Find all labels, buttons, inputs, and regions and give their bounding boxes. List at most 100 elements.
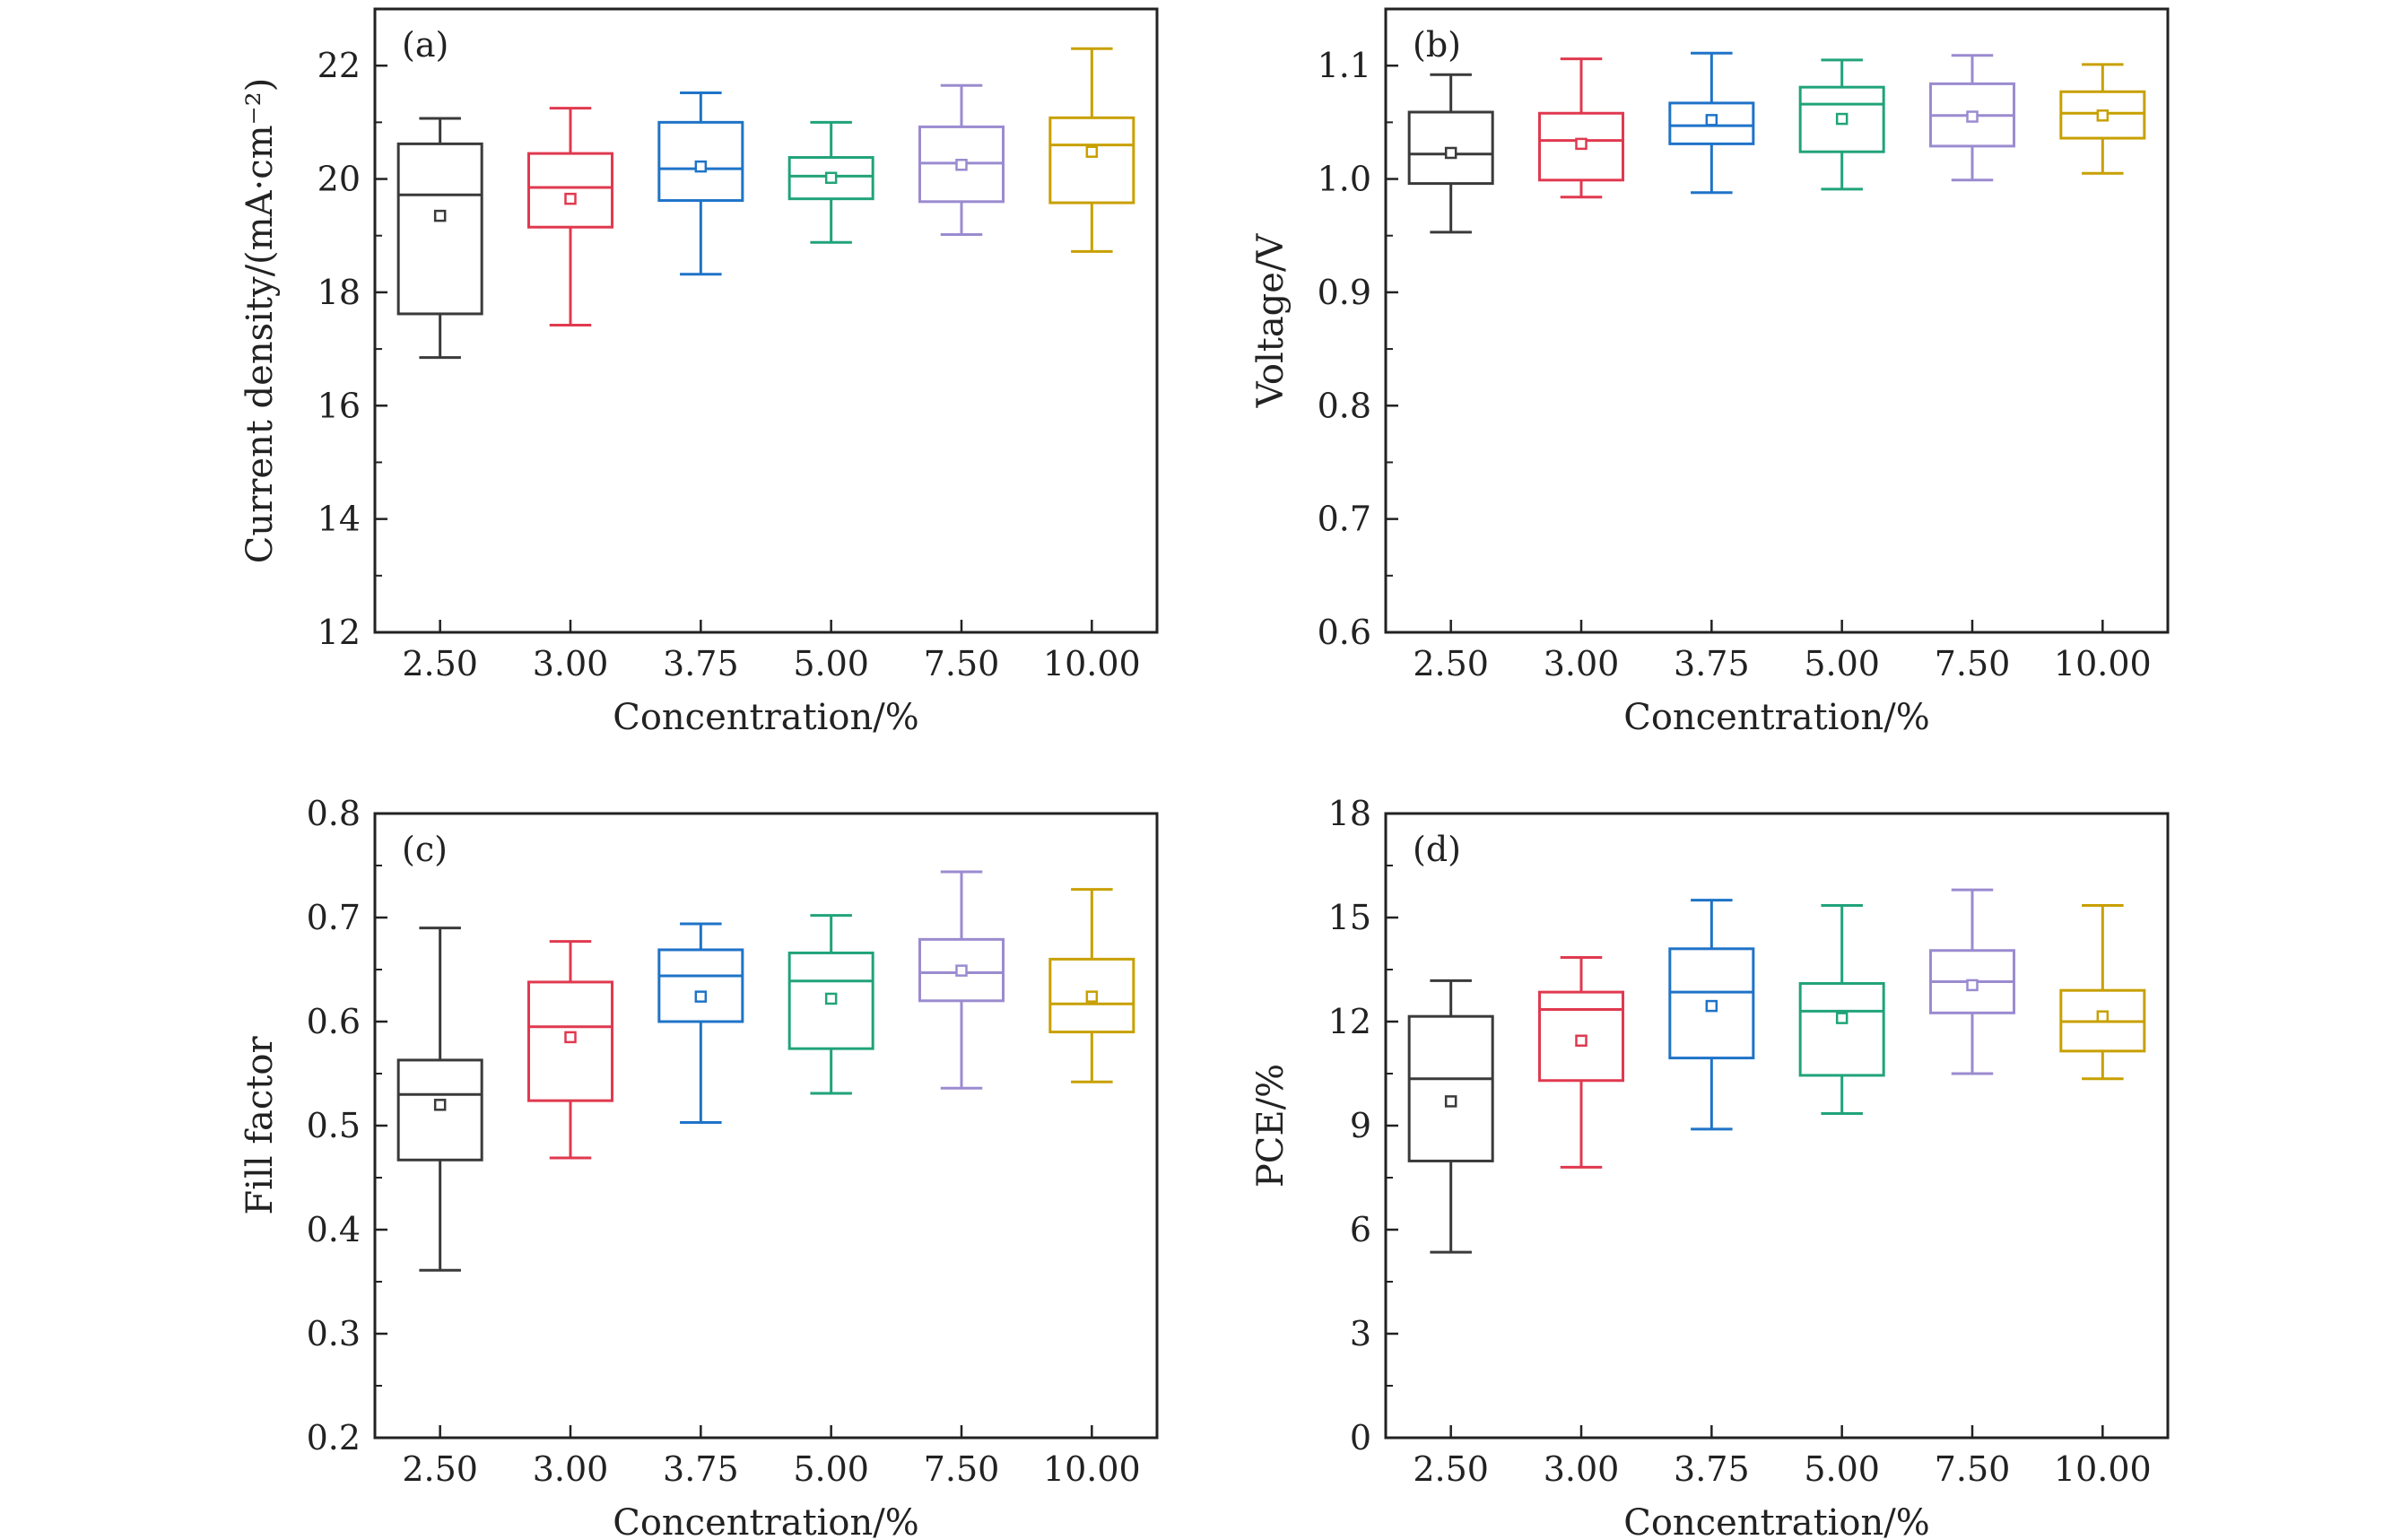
y-tick-label: 0.6 bbox=[307, 1002, 361, 1041]
y-axis-title: Current density/(mA·cm⁻²) bbox=[239, 78, 281, 564]
y-tick-label: 0.7 bbox=[307, 898, 361, 937]
mean-marker bbox=[1575, 137, 1588, 151]
mean-marker bbox=[694, 990, 708, 1003]
x-tick-label: 5.00 bbox=[1804, 644, 1880, 683]
y-tick-label: 18 bbox=[318, 273, 361, 312]
iqr-box bbox=[1407, 1014, 1494, 1162]
iqr-box bbox=[1048, 116, 1135, 204]
mean-marker bbox=[824, 171, 838, 185]
box-7-50 bbox=[918, 870, 1005, 1090]
y-axis-title: Fill factor bbox=[239, 1036, 281, 1215]
y-tick-label: 9 bbox=[1350, 1106, 1371, 1145]
mean-marker bbox=[955, 964, 968, 977]
panel-label: (b) bbox=[1413, 25, 1461, 65]
y-tick-label: 22 bbox=[318, 46, 361, 85]
box-5-00 bbox=[1798, 903, 1885, 1115]
x-tick-label: 3.75 bbox=[1674, 644, 1750, 683]
x-tick-label: 2.50 bbox=[1413, 644, 1489, 683]
x-tick-label: 3.75 bbox=[1674, 1449, 1750, 1489]
y-tick-label: 15 bbox=[1328, 898, 1371, 937]
mean-marker bbox=[1575, 1034, 1588, 1048]
mean-marker bbox=[564, 1031, 577, 1044]
box-2-50 bbox=[396, 927, 483, 1272]
y-tick-label: 0.2 bbox=[307, 1418, 361, 1457]
x-tick-label: 5.00 bbox=[793, 1449, 869, 1489]
box-2-50 bbox=[396, 117, 483, 360]
mean-marker bbox=[1966, 979, 1979, 992]
box-5-00 bbox=[787, 914, 874, 1095]
box-3-75 bbox=[657, 922, 744, 1125]
mean-marker bbox=[1835, 112, 1849, 126]
box-3-00 bbox=[1537, 57, 1625, 199]
x-axis-title: Concentration/% bbox=[613, 1502, 919, 1540]
box-2-50 bbox=[1407, 979, 1494, 1254]
iqr-box bbox=[787, 951, 874, 1050]
y-tick-label: 0.9 bbox=[1318, 273, 1371, 312]
iqr-box bbox=[526, 152, 614, 229]
y-tick-label: 0.3 bbox=[307, 1314, 361, 1353]
mean-marker bbox=[955, 159, 968, 171]
y-tick-label: 12 bbox=[1328, 1002, 1371, 1041]
box-3-00 bbox=[526, 940, 614, 1160]
plot-frame bbox=[373, 7, 1159, 634]
y-axis-title: PCE/% bbox=[1250, 1064, 1292, 1188]
mean-marker bbox=[1705, 999, 1718, 1013]
y-tick-label: 0.5 bbox=[307, 1106, 361, 1145]
mean-marker bbox=[1444, 146, 1457, 160]
box-3-75 bbox=[657, 91, 744, 276]
y-tick-label: 0.7 bbox=[1318, 500, 1371, 539]
x-tick-label: 5.00 bbox=[1804, 1449, 1880, 1489]
mean-marker bbox=[433, 209, 447, 222]
mean-marker bbox=[1085, 145, 1099, 158]
panel-d: 0 3 6 9 12 15 18 2.50 3.00 3.75 5.00 7.50 10.00 Conce… bbox=[1250, 794, 2170, 1540]
mean-marker bbox=[433, 1099, 447, 1111]
x-tick-label: 3.00 bbox=[533, 1449, 609, 1489]
y-tick-label: 6 bbox=[1350, 1210, 1371, 1249]
x-tick-label: 3.00 bbox=[533, 644, 609, 683]
x-axis-title: Concentration/% bbox=[1623, 697, 1930, 738]
x-tick-label: 10.00 bbox=[1043, 1449, 1141, 1489]
box-2-50 bbox=[1407, 73, 1494, 234]
iqr-box bbox=[657, 948, 744, 1023]
box-10-00 bbox=[1048, 47, 1135, 253]
y-tick-label: 0.8 bbox=[307, 794, 361, 833]
x-axis-title: Concentration/% bbox=[1623, 1502, 1930, 1540]
box-10-00 bbox=[2059, 63, 2146, 175]
box-3-00 bbox=[1537, 955, 1625, 1169]
box-7-50 bbox=[918, 83, 1005, 236]
plot-frame bbox=[1384, 7, 2170, 634]
y-tick-label: 0 bbox=[1350, 1418, 1371, 1457]
box-10-00 bbox=[2059, 903, 2146, 1081]
y-tick-label: 20 bbox=[318, 160, 361, 199]
panel-b: 0.6 0.7 0.8 0.9 1.0 1.1 2.50 3.00 3.75 5.00 7.50 10… bbox=[1250, 7, 2170, 738]
y-tick-label: 16 bbox=[318, 386, 361, 425]
y-tick-label: 0.6 bbox=[1318, 613, 1371, 652]
x-tick-label: 3.00 bbox=[1544, 1449, 1620, 1489]
panel-c: 0.2 0.3 0.4 0.5 0.6 0.7 0.8 2.50 3.00 3.75 5.00 7.5… bbox=[239, 794, 1159, 1540]
y-tick-label: 0.4 bbox=[307, 1210, 361, 1249]
x-axis-title: Concentration/% bbox=[613, 697, 919, 738]
mean-marker bbox=[1705, 114, 1718, 126]
mean-marker bbox=[564, 192, 577, 205]
box-3-75 bbox=[1668, 51, 1755, 195]
mean-marker bbox=[2096, 109, 2110, 122]
x-tick-label: 7.50 bbox=[1935, 1449, 2011, 1489]
y-tick-label: 18 bbox=[1328, 794, 1371, 833]
x-tick-label: 7.50 bbox=[1935, 644, 2011, 683]
y-tick-label: 3 bbox=[1350, 1314, 1371, 1353]
plot-frame bbox=[1384, 812, 2170, 1440]
mean-marker bbox=[1085, 990, 1099, 1003]
y-tick-label: 1.1 bbox=[1318, 46, 1371, 85]
y-tick-label: 12 bbox=[318, 613, 361, 652]
panel-label: (c) bbox=[402, 830, 448, 869]
y-tick-label: 0.8 bbox=[1318, 386, 1371, 425]
mean-marker bbox=[2096, 1010, 2110, 1022]
iqr-box bbox=[396, 142, 483, 316]
x-tick-label: 3.75 bbox=[663, 1449, 739, 1489]
x-tick-label: 2.50 bbox=[402, 1449, 478, 1489]
x-tick-label: 10.00 bbox=[2054, 1449, 2152, 1489]
box-5-00 bbox=[1798, 58, 1885, 191]
x-tick-label: 3.75 bbox=[663, 644, 739, 683]
x-tick-label: 10.00 bbox=[1043, 644, 1141, 683]
